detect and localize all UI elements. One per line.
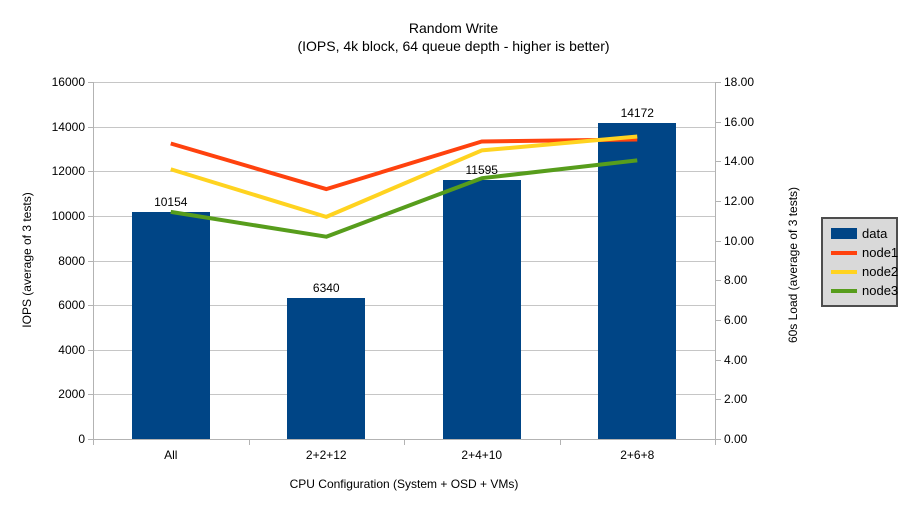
y-tick-label-right: 4.00 — [724, 352, 748, 367]
y-tick-label-right: 8.00 — [724, 273, 748, 288]
y-tick-label-right: 2.00 — [724, 392, 748, 407]
y-tick-label-left: 16000 — [51, 75, 85, 89]
x-tick-label: 2+4+10 — [461, 448, 503, 462]
y-tick-mark-left — [88, 215, 93, 217]
legend-label-node1: node1 — [862, 245, 899, 260]
y-tick-mark-right — [716, 121, 721, 123]
bar-value-label: 11595 — [465, 163, 498, 178]
legend-item-node3: node3 — [831, 283, 899, 298]
y-tick-mark-left — [88, 305, 93, 307]
gridline — [93, 349, 715, 351]
y-tick-mark-left — [88, 171, 93, 173]
legend-swatch-node2 — [831, 269, 857, 274]
gridline — [93, 126, 715, 128]
legend-item-node1: node1 — [831, 245, 899, 260]
y-tick-label-left: 2000 — [58, 387, 85, 402]
bar-2+4+10 — [442, 180, 521, 439]
y-tick-mark-left — [88, 394, 93, 396]
y-tick-label-right: 14.00 — [724, 154, 755, 169]
line-node1 — [170, 137, 638, 192]
y-tick-mark-right — [716, 161, 721, 163]
y-tick-label-left: 6000 — [58, 298, 85, 313]
gridline — [93, 260, 715, 262]
x-tick-mark — [559, 439, 561, 445]
gridline — [93, 394, 715, 396]
x-tick-mark — [404, 439, 405, 445]
y-tick-mark-right — [716, 399, 721, 401]
y-tick-mark-right — [716, 359, 721, 361]
y-tick-label-left: 14000 — [51, 119, 85, 134]
y-tick-mark-left — [88, 126, 93, 128]
gridline — [93, 215, 715, 217]
legend-swatch-node3 — [831, 288, 857, 293]
chart-title: Random Write — [408, 20, 499, 36]
x-tick-mark — [248, 439, 250, 445]
gridline — [93, 305, 715, 307]
y-tick-label-right: 10.00 — [724, 233, 755, 248]
legend-item-data: data — [831, 226, 896, 241]
legend: data node1 node2 node3 — [821, 217, 898, 307]
y-tick-mark-right — [716, 82, 721, 83]
y-tick-label-right: 12.00 — [724, 194, 755, 208]
y-tick-mark-left — [88, 439, 93, 440]
legend-swatch-node1 — [831, 250, 857, 255]
right-axis-title: 60s Load (average of 3 tests) — [786, 186, 800, 344]
y-tick-mark-right — [716, 240, 721, 242]
bar-All — [131, 212, 210, 439]
legend-label-data: data — [862, 226, 888, 241]
y-tick-mark-right — [716, 320, 721, 321]
line-layer — [170, 134, 638, 239]
gridline — [93, 82, 715, 83]
bar-value-label: 14172 — [620, 105, 654, 120]
x-tick-mark — [93, 439, 94, 445]
legend-label-node3: node3 — [862, 283, 899, 298]
y-tick-label-left: 4000 — [58, 342, 85, 357]
x-tick-label: 2+2+12 — [305, 448, 347, 462]
line-node3 — [170, 158, 638, 239]
y-tick-mark-right — [716, 201, 721, 202]
bar-value-label: 6340 — [312, 280, 340, 295]
y-tick-mark-left — [88, 349, 93, 351]
x-tick-mark — [715, 439, 716, 445]
bar-value-label: 10154 — [154, 195, 188, 210]
y-tick-label-right: 6.00 — [724, 313, 748, 327]
y-tick-label-left: 10000 — [51, 208, 85, 223]
left-axis-line — [93, 82, 94, 445]
y-tick-label-right: 0.00 — [724, 432, 748, 446]
legend-item-node2: node2 — [831, 264, 899, 279]
y-tick-mark-left — [88, 260, 93, 262]
bar-2+6+8 — [598, 122, 677, 439]
legend-swatch-data — [831, 228, 857, 239]
bar-2+2+12 — [287, 297, 366, 439]
line-node2 — [170, 134, 638, 219]
x-axis-title: CPU Configuration (System + OSD + VMs) — [289, 477, 519, 491]
y-tick-label-left: 8000 — [58, 253, 85, 268]
y-tick-label-left: 0 — [78, 432, 85, 446]
right-axis-line — [715, 82, 716, 445]
y-tick-mark-left — [88, 82, 93, 83]
y-tick-label-left: 12000 — [51, 164, 85, 179]
y-tick-label-right: 18.00 — [724, 75, 755, 89]
y-tick-mark-right — [716, 280, 721, 282]
x-tick-label: 2+6+8 — [620, 448, 655, 462]
y-tick-mark-right — [716, 439, 721, 440]
chart-subtitle: (IOPS, 4k block, 64 queue depth - higher… — [297, 38, 610, 54]
gridline — [93, 171, 715, 173]
x-tick-label: All — [164, 448, 178, 462]
legend-label-node2: node2 — [862, 264, 899, 279]
y-tick-label-right: 16.00 — [724, 114, 755, 129]
